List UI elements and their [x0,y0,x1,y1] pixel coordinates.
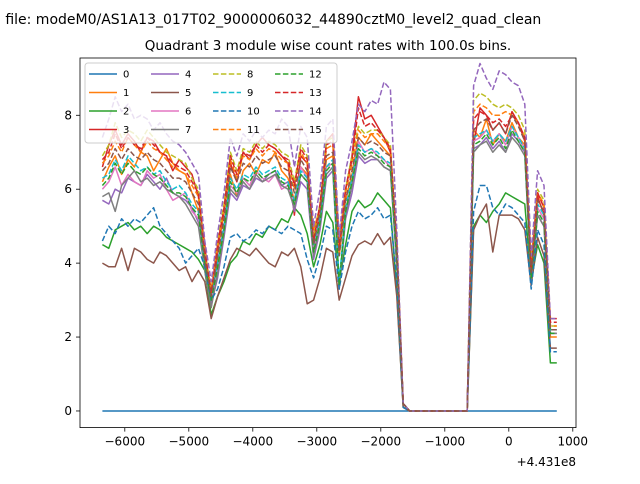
x-offset-label: +4.431e8 [517,455,576,469]
x-tick-label: 1000 [558,435,589,449]
legend-box [84,62,338,144]
axes-frame [79,57,577,429]
x-tick-label: −1000 [425,435,466,449]
series-line-10 [101,184,557,412]
legend-label-1: 1 [123,88,129,99]
legend-label-3: 3 [123,125,129,136]
x-tick-label: −3000 [297,435,338,449]
legend-label-13: 13 [309,88,322,99]
x-tick-label: 0 [505,435,513,449]
legend-label-8: 8 [247,70,253,81]
x-tick-label: −4000 [233,435,274,449]
y-tick-label: 0 [64,404,72,418]
legend-label-5: 5 [185,88,191,99]
legend-label-7: 7 [185,125,191,136]
legend-label-11: 11 [247,125,260,136]
figure-suptitle: n file: modeM0/AS1A13_017T02_9000006032_… [0,12,541,28]
series-line-2 [102,192,557,412]
series-line-6 [101,125,557,412]
legend-label-10: 10 [247,107,260,118]
legend-label-15: 15 [309,125,322,136]
legend-label-2: 2 [123,107,129,118]
y-tick-label: 6 [64,182,72,196]
series-line-15 [101,114,557,412]
x-tick-label: −6000 [105,435,146,449]
series-line-11 [101,103,557,412]
y-tick-label: 8 [64,108,72,122]
series-line-5 [102,203,557,412]
y-axis: 0 2 4 6 8 [64,108,80,418]
legend-label-6: 6 [185,107,191,118]
x-tick-label: −2000 [361,435,402,449]
series-line-9 [102,125,557,412]
plot-lines [101,62,557,412]
y-tick-label: 4 [64,256,72,270]
legend-label-4: 4 [185,70,191,81]
y-tick-label: 2 [64,330,72,344]
legend-label-12: 12 [309,70,322,81]
series-line-7 [102,136,557,412]
legend-label-9: 9 [247,88,253,99]
chart-title: Quadrant 3 module wise count rates with … [145,38,511,54]
legend-label-0: 0 [123,70,129,81]
x-tick-label: −5000 [169,435,210,449]
x-axis: −6000 −5000 −4000 −3000 −2000 −1000 0 1000 [105,427,589,449]
series-line-12 [101,129,557,412]
legend-label-14: 14 [309,107,322,118]
